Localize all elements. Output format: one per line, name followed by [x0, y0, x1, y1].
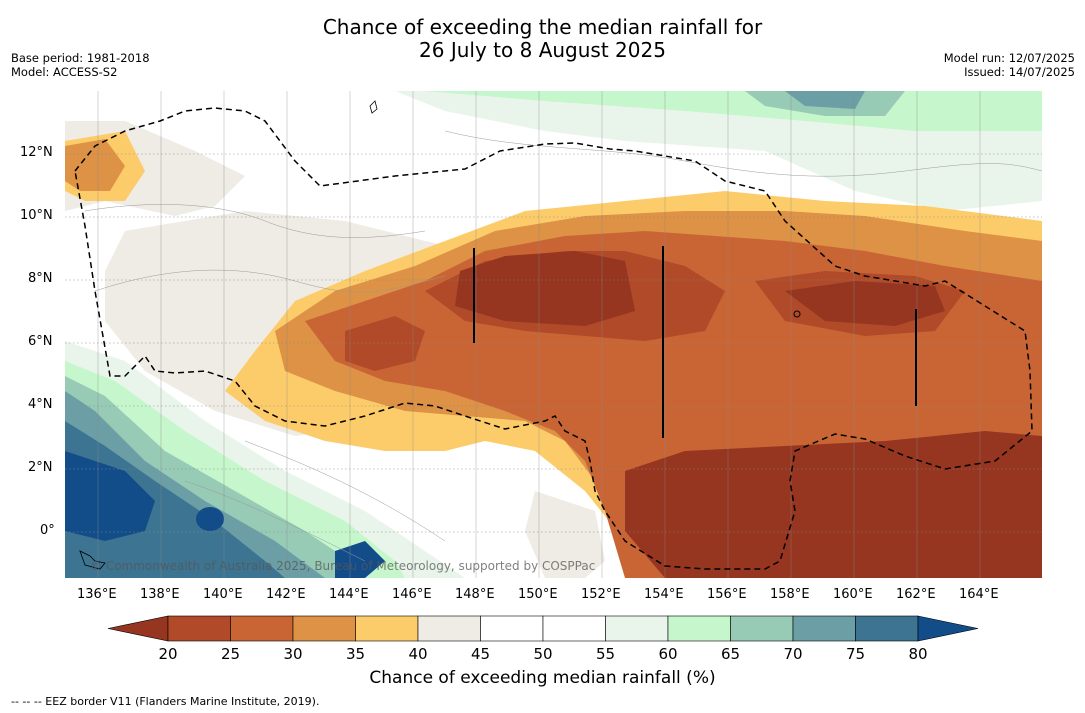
lon-label-164e: 164°E [959, 587, 999, 602]
colorbar-segment [730, 615, 794, 642]
lon-label-144e: 144°E [329, 587, 369, 602]
colorbar-tick-label: 70 [783, 645, 802, 663]
island-outline [79, 550, 106, 570]
lon-label-156e: 156°E [707, 587, 747, 602]
colorbar-segment [230, 615, 294, 642]
lon-label-160e: 160°E [833, 587, 873, 602]
band-75-north [785, 91, 865, 109]
band-30-northwest [65, 139, 125, 191]
colorbar-tick-label: 20 [158, 645, 177, 663]
lon-label-142e: 142°E [266, 587, 306, 602]
issued-date-text: Issued: 14/07/2025 [964, 65, 1075, 79]
colorbar-tick-label: 65 [721, 645, 740, 663]
island-marker [793, 310, 801, 318]
band-below-20-east [785, 281, 945, 326]
colorbar-tick-label: 60 [658, 645, 677, 663]
lat-grid-lines [65, 153, 1042, 533]
contour-line [444, 130, 1042, 177]
band-45-southwest [525, 491, 605, 578]
lon-label-row: 136°E 138°E 140°E 142°E 144°E 146°E 148°… [0, 587, 1085, 605]
band-85-southwest-patch [335, 541, 385, 578]
base-period-text: Base period: 1981-2018 [11, 51, 150, 65]
colorbar-segment [605, 615, 669, 642]
colorbar-group: 20 25 30 35 40 45 50 55 60 65 70 75 80 [107, 615, 979, 663]
map-title-line-2: 26 July to 8 August 2025 [419, 38, 666, 62]
colorbar-tick-label: 50 [533, 645, 552, 663]
colorbar-tick-label: 25 [221, 645, 240, 663]
lat-label-12n: 12°N [20, 145, 53, 160]
lon-label-154e: 154°E [644, 587, 684, 602]
colorbar-tick-label: 35 [346, 645, 365, 663]
lon-label-162e: 162°E [896, 587, 936, 602]
rainfall-probability-map: © Commonwealth of Australia 2025, Bureau… [65, 91, 1042, 578]
colorbar-extend-high [917, 615, 979, 642]
band-20-west [345, 316, 425, 371]
colorbar-segment [542, 615, 606, 642]
lon-label-146e: 146°E [392, 587, 432, 602]
contour-line [184, 480, 366, 562]
island-outline [369, 100, 378, 114]
eez-legend-text: -- -- -- EEZ border V11 (Flanders Marine… [11, 695, 320, 708]
map-title-line-1: Chance of exceeding the median rainfall … [322, 15, 763, 39]
colorbar-segment [355, 615, 419, 642]
colorbar-tick-label: 75 [846, 645, 865, 663]
colorbar-segment [792, 615, 856, 642]
lon-grid-lines [97, 91, 981, 578]
colorbar-segment [480, 615, 544, 642]
lon-label-140e: 140°E [203, 587, 243, 602]
model-run-text: Model run: 12/07/2025 [943, 51, 1075, 65]
lat-label-0: 0° [40, 523, 55, 538]
colorbar-tick-label: 30 [283, 645, 302, 663]
band-85-southwest [65, 451, 155, 541]
lat-label-10n: 10°N [20, 208, 53, 223]
lat-label-4n: 4°N [28, 397, 53, 412]
colorbar-tick-label: 55 [596, 645, 615, 663]
colorbar-tick-label: 45 [471, 645, 490, 663]
contour-line [84, 204, 426, 238]
lat-label-2n: 2°N [28, 460, 53, 475]
lat-label-8n: 8°N [28, 271, 53, 286]
colorbar-segment [667, 615, 731, 642]
contour-line [94, 269, 446, 293]
colorbar-segment [292, 615, 356, 642]
lat-label-6n: 6°N [28, 334, 53, 349]
colorbar-segment [167, 615, 231, 642]
contour-line [244, 440, 446, 542]
colorbar-segment [855, 615, 919, 642]
band-80-patch [196, 507, 224, 531]
lon-label-136e: 136°E [77, 587, 117, 602]
colorbar-tick-label: 40 [408, 645, 427, 663]
eez-border [74, 107, 1033, 570]
lon-label-152e: 152°E [581, 587, 621, 602]
band-20-south [625, 431, 1042, 578]
lon-label-138e: 138°E [140, 587, 180, 602]
lon-label-148e: 148°E [455, 587, 495, 602]
lon-label-158e: 158°E [770, 587, 810, 602]
colorbar-title: Chance of exceeding median rainfall (%) [369, 668, 716, 688]
band-below-20-north [455, 251, 635, 326]
colorbar-tick-label: 80 [908, 645, 927, 663]
lon-label-150e: 150°E [518, 587, 558, 602]
copyright-text: © Commonwealth of Australia 2025, Bureau… [90, 559, 595, 573]
colorbar-extend-low [107, 615, 169, 642]
colorbar-segment [417, 615, 481, 642]
model-name-text: Model: ACCESS-S2 [11, 65, 118, 79]
band-80-southwest [65, 421, 285, 578]
